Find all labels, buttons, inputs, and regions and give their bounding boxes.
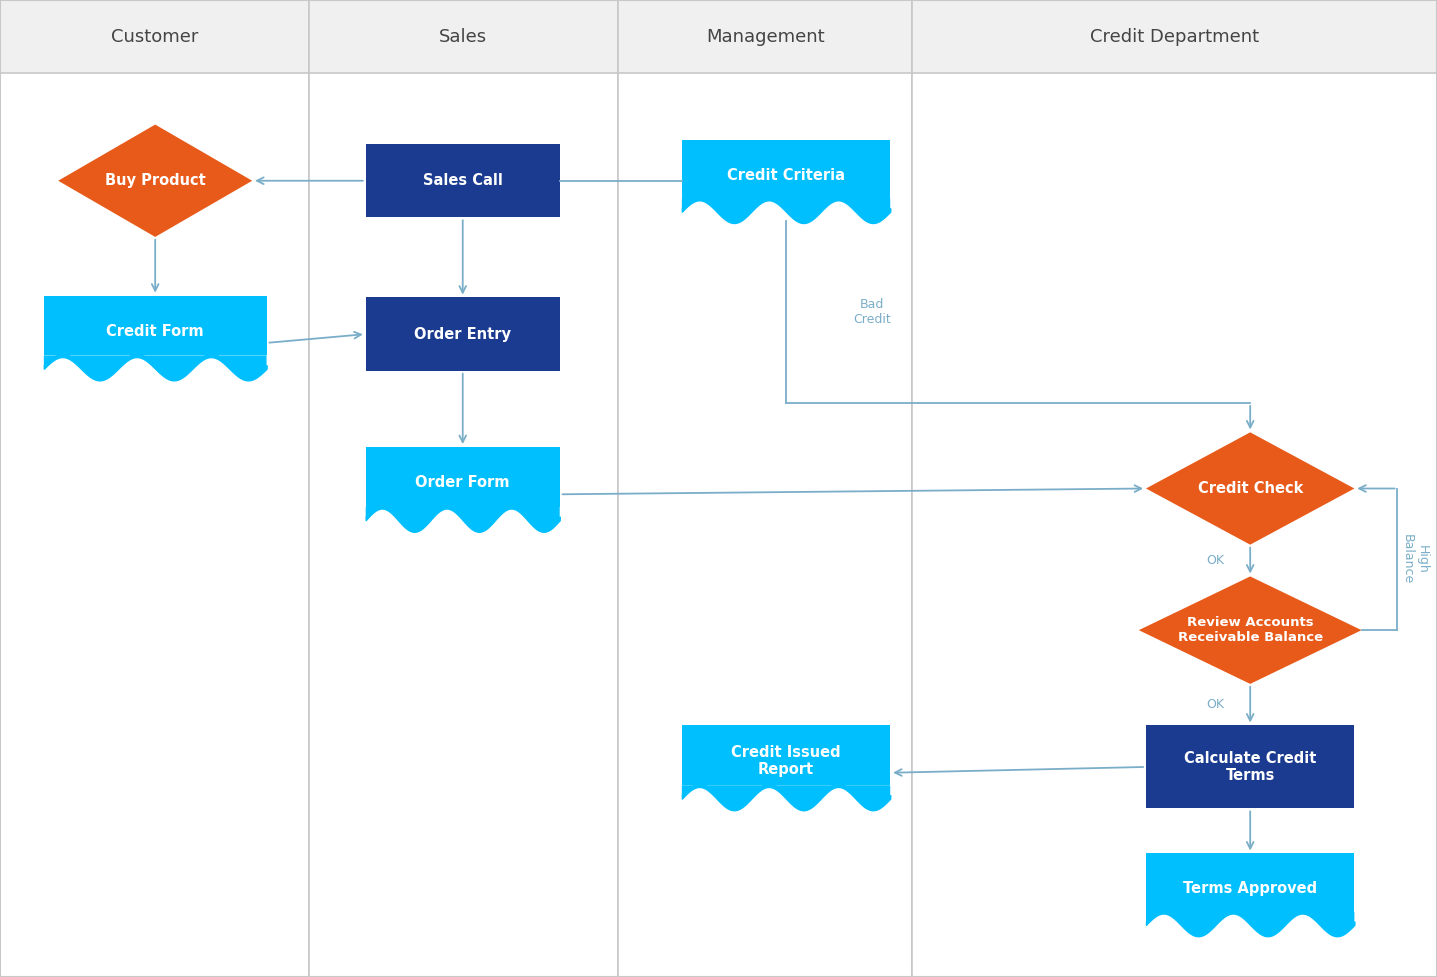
Text: OK: OK xyxy=(1206,699,1224,711)
Text: Order Entry: Order Entry xyxy=(414,326,512,342)
Bar xyxy=(618,0,912,977)
Text: Credit Form: Credit Form xyxy=(106,323,204,339)
Polygon shape xyxy=(683,786,891,808)
Text: Management: Management xyxy=(706,27,825,46)
Bar xyxy=(1147,725,1354,809)
Text: Calculate Credit
Terms: Calculate Credit Terms xyxy=(1184,750,1316,784)
Polygon shape xyxy=(57,125,253,237)
Text: Sales Call: Sales Call xyxy=(422,173,503,189)
Bar xyxy=(365,297,560,370)
Polygon shape xyxy=(683,198,891,221)
Polygon shape xyxy=(683,725,891,786)
Text: Sales: Sales xyxy=(440,27,487,46)
Text: Review Accounts
Receivable Balance: Review Accounts Receivable Balance xyxy=(1178,616,1322,644)
Text: Credit Criteria: Credit Criteria xyxy=(727,168,845,183)
Bar xyxy=(912,0,1437,73)
Text: Customer: Customer xyxy=(111,27,198,46)
Text: Credit Check: Credit Check xyxy=(1197,481,1303,496)
Polygon shape xyxy=(1140,576,1362,684)
Text: Buy Product: Buy Product xyxy=(105,173,205,189)
Bar xyxy=(912,0,1437,977)
Text: Order Form: Order Form xyxy=(415,475,510,490)
Polygon shape xyxy=(1147,854,1354,912)
Polygon shape xyxy=(43,356,267,378)
Text: Credit Issued
Report: Credit Issued Report xyxy=(731,744,841,778)
Polygon shape xyxy=(1147,912,1354,934)
Text: Credit Department: Credit Department xyxy=(1091,27,1259,46)
Text: OK: OK xyxy=(1206,554,1224,567)
Polygon shape xyxy=(683,141,891,198)
Polygon shape xyxy=(365,446,560,507)
Bar xyxy=(0,0,309,977)
Polygon shape xyxy=(43,295,267,356)
Polygon shape xyxy=(365,507,560,530)
Bar xyxy=(0,0,309,73)
Bar xyxy=(618,0,912,73)
Text: Bad
Credit: Bad Credit xyxy=(854,298,891,326)
Bar xyxy=(309,0,618,977)
Bar xyxy=(309,0,618,73)
Bar xyxy=(365,145,560,218)
Text: High
Balance: High Balance xyxy=(1401,534,1428,584)
Polygon shape xyxy=(1147,432,1354,545)
Text: Terms Approved: Terms Approved xyxy=(1183,881,1318,896)
